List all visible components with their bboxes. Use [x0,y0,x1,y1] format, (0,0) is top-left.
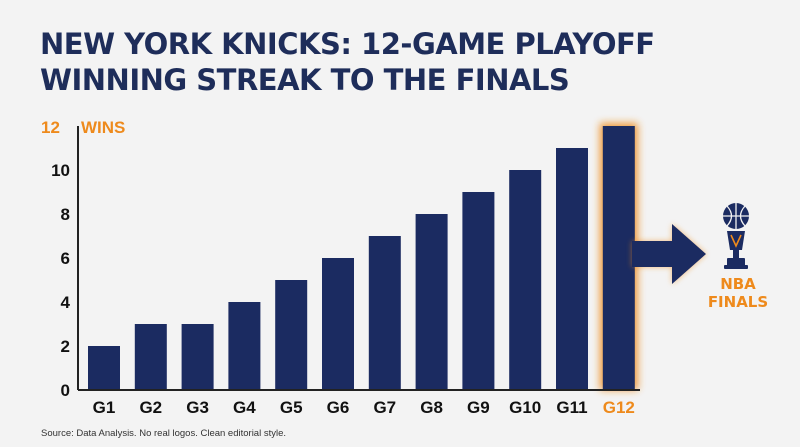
bar-g1 [88,346,120,390]
x-tick-label: G5 [280,398,303,417]
bar-g5 [275,280,308,390]
x-tick-labels: G1 G2 G3 G4 G5 G6 G7 G8 G9 G10 G11 G12 [93,398,635,417]
y-tick-label: 10 [51,161,70,180]
finals-label-line-2: FINALS [708,293,768,311]
bar-g10 [509,170,542,390]
y-tick-label: 4 [61,293,71,312]
x-tick-label: G1 [93,398,116,417]
y-tick-label: 8 [61,205,70,224]
bar-g8 [415,214,448,390]
bar-g6 [322,258,354,390]
x-tick-label: G8 [420,398,443,417]
bar-g4 [228,302,261,390]
x-tick-label: G3 [186,398,209,417]
x-tick-label: G10 [509,398,541,417]
x-tick-label: G4 [233,398,256,417]
source-note: Source: Data Analysis. No real logos. Cl… [41,428,287,439]
x-tick-label: G11 [556,398,587,417]
bar-g7 [368,236,401,390]
bar-g12 [602,126,635,390]
trophy-with-basketball-icon [723,203,749,269]
x-tick-label: G7 [373,398,396,417]
bar-g9 [462,192,495,390]
bar-g2 [134,324,167,390]
chart-title-line-2: WINNING STREAK TO THE FINALS [40,63,570,97]
y-tick-labels: 0 2 4 6 8 10 12 WINS [41,118,125,400]
y-tick-label: 6 [61,249,70,268]
y-tick-label: 0 [61,381,70,400]
arrow-right-icon [632,224,706,284]
y-top-unit-label: WINS [81,118,125,137]
x-tick-label: G12 [603,398,635,417]
chart-title: NEW YORK KNICKS: 12-GAME PLAYOFF WINNING… [40,26,760,98]
bar-g3 [181,324,214,390]
y-top-label: 12 [41,118,60,137]
bar-group [88,123,638,390]
finals-label-line-1: NBA [720,275,756,293]
y-tick-label: 2 [61,337,70,356]
x-tick-label: G9 [467,398,490,417]
bar-g11 [556,148,588,390]
chart-title-line-1: NEW YORK KNICKS: 12-GAME PLAYOFF [40,27,655,61]
x-tick-label: G2 [139,398,162,417]
x-tick-label: G6 [327,398,350,417]
